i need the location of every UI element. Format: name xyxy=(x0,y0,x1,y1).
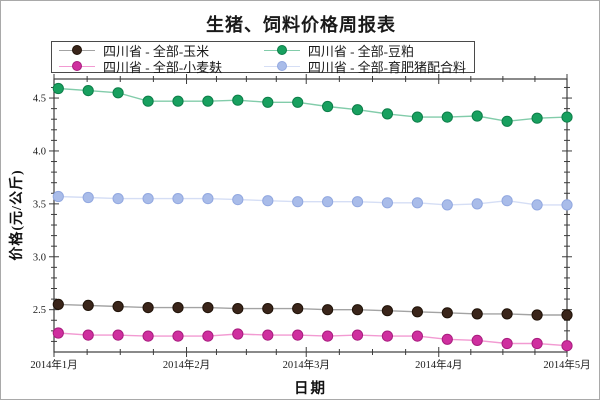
svg-text:2.5: 2.5 xyxy=(33,305,46,316)
legend-item-corn: 四川省 - 全部-玉米 xyxy=(52,42,257,59)
legend-label-pig-feed: 四川省 - 全部-育肥猪配合料 xyxy=(307,59,467,75)
pig-feed-series-marker-icon xyxy=(263,61,300,72)
legend-item-pig-feed: 四川省 - 全部-育肥猪配合料 xyxy=(257,58,474,75)
soybean-meal-series-marker-icon xyxy=(263,45,300,56)
legend-label-wheat-bran: 四川省 - 全部-小麦麸 xyxy=(103,59,223,75)
svg-text:4.5: 4.5 xyxy=(33,94,46,105)
svg-text:2014年4月: 2014年4月 xyxy=(415,358,462,371)
x-axis-title: 日期 xyxy=(294,381,327,397)
svg-text:3.5: 3.5 xyxy=(33,199,46,210)
y-axis-title: 价格(元/公斤) xyxy=(10,169,25,261)
corn-series-marker-icon xyxy=(59,45,95,56)
svg-text:3.0: 3.0 xyxy=(33,252,46,263)
chart-title: 生猪、饲料价格周报表 xyxy=(206,15,396,35)
legend-item-wheat-bran: 四川省 - 全部-小麦麸 xyxy=(52,58,257,75)
wheat-bran-series-marker-icon xyxy=(59,61,95,72)
legend-item-soybean-meal: 四川省 - 全部-豆粕 xyxy=(257,42,474,59)
svg-text:2014年5月: 2014年5月 xyxy=(543,358,590,371)
svg-text:2014年2月: 2014年2月 xyxy=(163,358,210,371)
svg-text:4.0: 4.0 xyxy=(33,146,46,157)
chart-legend: 四川省 - 全部-玉米 四川省 - 全部-小麦麸 四川省 - 全部-豆粕 四川省… xyxy=(51,41,475,75)
legend-label-corn: 四川省 - 全部-玉米 xyxy=(103,43,210,59)
svg-text:2014年1月: 2014年1月 xyxy=(30,358,77,371)
svg-text:2014年3月: 2014年3月 xyxy=(283,358,330,371)
legend-label-soybean-meal: 四川省 - 全部-豆粕 xyxy=(307,43,415,59)
